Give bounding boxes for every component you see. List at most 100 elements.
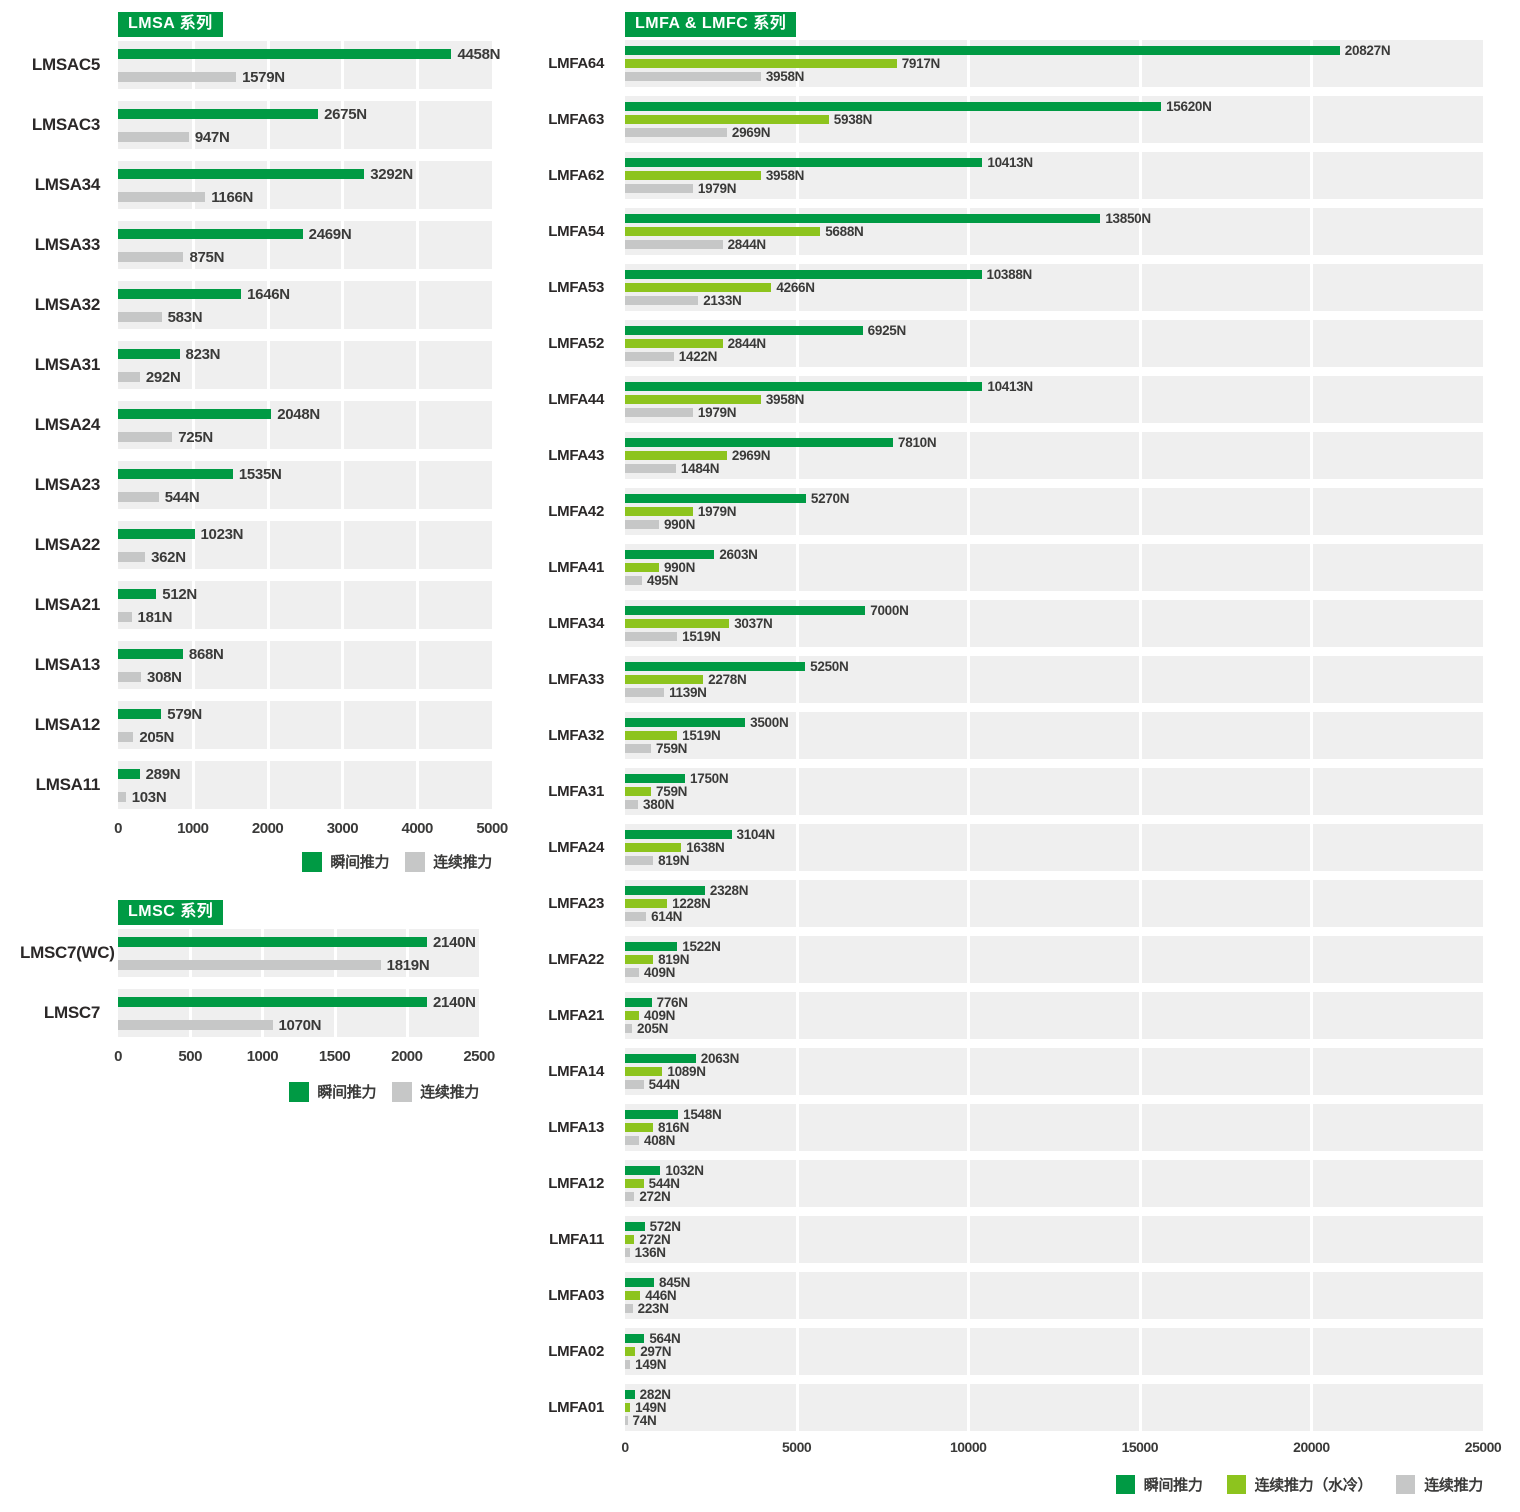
bar-continuous-wc <box>625 227 821 236</box>
gridline <box>1310 264 1314 311</box>
bar-value: 2969N <box>731 447 771 463</box>
gridline <box>416 701 420 749</box>
bar-instant <box>625 942 678 951</box>
gridline <box>266 41 270 89</box>
model-label: LMFA34 <box>548 615 604 632</box>
bar-continuous-wc <box>625 1347 636 1356</box>
gridline <box>967 1104 971 1151</box>
bar-value: 1484N <box>680 460 720 476</box>
plot-band: 10413N 3958N 1979N <box>625 376 1483 423</box>
bar-value: 776N <box>656 994 688 1010</box>
bar-value: 2278N <box>708 671 747 687</box>
chart-row: LMFA53 10388N 4266N 2133N <box>538 264 1483 311</box>
gridline <box>266 101 270 149</box>
bar-continuous <box>118 312 162 322</box>
plot-band: 1023N 362N <box>118 521 492 569</box>
legend-swatch <box>1396 1475 1416 1494</box>
bar-continuous <box>625 1024 633 1033</box>
bar-continuous <box>118 72 237 82</box>
bar-value: 205N <box>139 728 174 746</box>
bar-continuous <box>625 1304 633 1313</box>
bar-value: 3958N <box>765 391 805 407</box>
bar-instant <box>625 1166 661 1175</box>
bar-line: 823N <box>118 347 492 362</box>
bar-value: 5688N <box>825 223 864 239</box>
plot-band: 282N 149N 74N <box>625 1384 1483 1431</box>
bar-line: 845N <box>625 1276 1483 1289</box>
gridline <box>405 929 409 977</box>
bar-continuous <box>625 688 665 697</box>
bar-value: 1228N <box>672 895 711 911</box>
gridline <box>261 989 265 1037</box>
legend-swatch <box>1115 1475 1135 1494</box>
bar-value: 544N <box>648 1175 680 1191</box>
gridline <box>1310 40 1314 87</box>
gridline <box>1138 40 1142 87</box>
model-label: LMSA11 <box>35 775 101 794</box>
plot-band: 776N 409N 205N <box>625 992 1483 1039</box>
gridline <box>416 281 420 329</box>
model-label: LMFA02 <box>548 1343 604 1360</box>
model-label: LMSAC5 <box>31 55 100 74</box>
gridline <box>1310 1328 1314 1375</box>
gridline <box>333 929 337 977</box>
legend-label: 瞬间推力 <box>317 1084 377 1101</box>
chart-lmsa-series: LMSA 系列 LMSAC5 4458N 1579N LMSAC3 2675N 947N L… <box>20 12 508 872</box>
bar-instant <box>625 46 1340 55</box>
bar-line: 2063N <box>625 1052 1483 1065</box>
bar-continuous <box>625 184 693 193</box>
bar-line: 1032N <box>625 1164 1483 1177</box>
model-label: LMSA21 <box>34 595 101 614</box>
bar-value: 4266N <box>776 279 815 295</box>
bar-line: 1548N <box>625 1108 1483 1121</box>
gridline <box>333 989 337 1037</box>
bar-value: 1139N <box>669 684 707 700</box>
bar-value: 2328N <box>709 882 749 898</box>
gridline <box>191 521 195 569</box>
bar-line: 544N <box>118 490 492 505</box>
chart-row: LMSA22 1023N 362N <box>20 521 492 569</box>
bar-line: 1522N <box>625 940 1483 953</box>
x-axis: 0 1000 2000 3000 4000 5000 <box>114 820 508 839</box>
gridline <box>266 701 270 749</box>
bar-line: 2844N <box>625 238 1483 251</box>
gridline <box>1310 376 1314 423</box>
gridline <box>1138 152 1142 199</box>
gridline <box>1310 656 1314 703</box>
bar-value: 572N <box>649 1218 681 1234</box>
gridline <box>967 1216 971 1263</box>
gridline <box>266 341 270 389</box>
bar-value: 289N <box>145 765 181 783</box>
bar-continuous <box>118 132 189 142</box>
bar-value: 1522N <box>682 938 721 954</box>
chart-rows: LMSC7(WC) 2140N 1819N LMSC7 2140N 1070N <box>20 929 479 1037</box>
axis-tick: 1000 <box>177 820 209 837</box>
bar-continuous <box>625 576 642 585</box>
plot-band: 1535N 544N <box>118 461 492 509</box>
gridline <box>191 581 195 629</box>
chart-row: LMSAC3 2675N 947N <box>20 101 492 149</box>
legend-swatch <box>405 851 426 872</box>
bar-line: 272N <box>625 1233 1483 1246</box>
bar-continuous-wc <box>625 1235 635 1244</box>
gridline <box>967 488 971 535</box>
bar-instant <box>118 937 428 947</box>
bar-instant <box>118 589 157 599</box>
gridline <box>1138 96 1142 143</box>
bar-line: 868N <box>118 647 492 662</box>
bar-value: 408N <box>644 1132 676 1148</box>
bar-line: 2140N <box>118 935 479 950</box>
bar-instant <box>118 289 242 299</box>
bar-continuous <box>625 912 647 921</box>
legend-swatch <box>1226 1475 1246 1494</box>
bar-continuous <box>625 408 693 417</box>
bar-line: 776N <box>625 996 1483 1009</box>
bar-value: 1638N <box>686 839 725 855</box>
model-label: LMFA41 <box>548 559 604 576</box>
bar-line: 819N <box>625 953 1483 966</box>
bar-instant <box>118 529 195 539</box>
legend-item: 连续推力 <box>405 851 492 872</box>
legend: 瞬间推力 连续推力 <box>20 851 492 872</box>
bar-line: 3958N <box>625 169 1483 182</box>
chart-row: LMFA22 1522N 819N 409N <box>538 936 1483 983</box>
